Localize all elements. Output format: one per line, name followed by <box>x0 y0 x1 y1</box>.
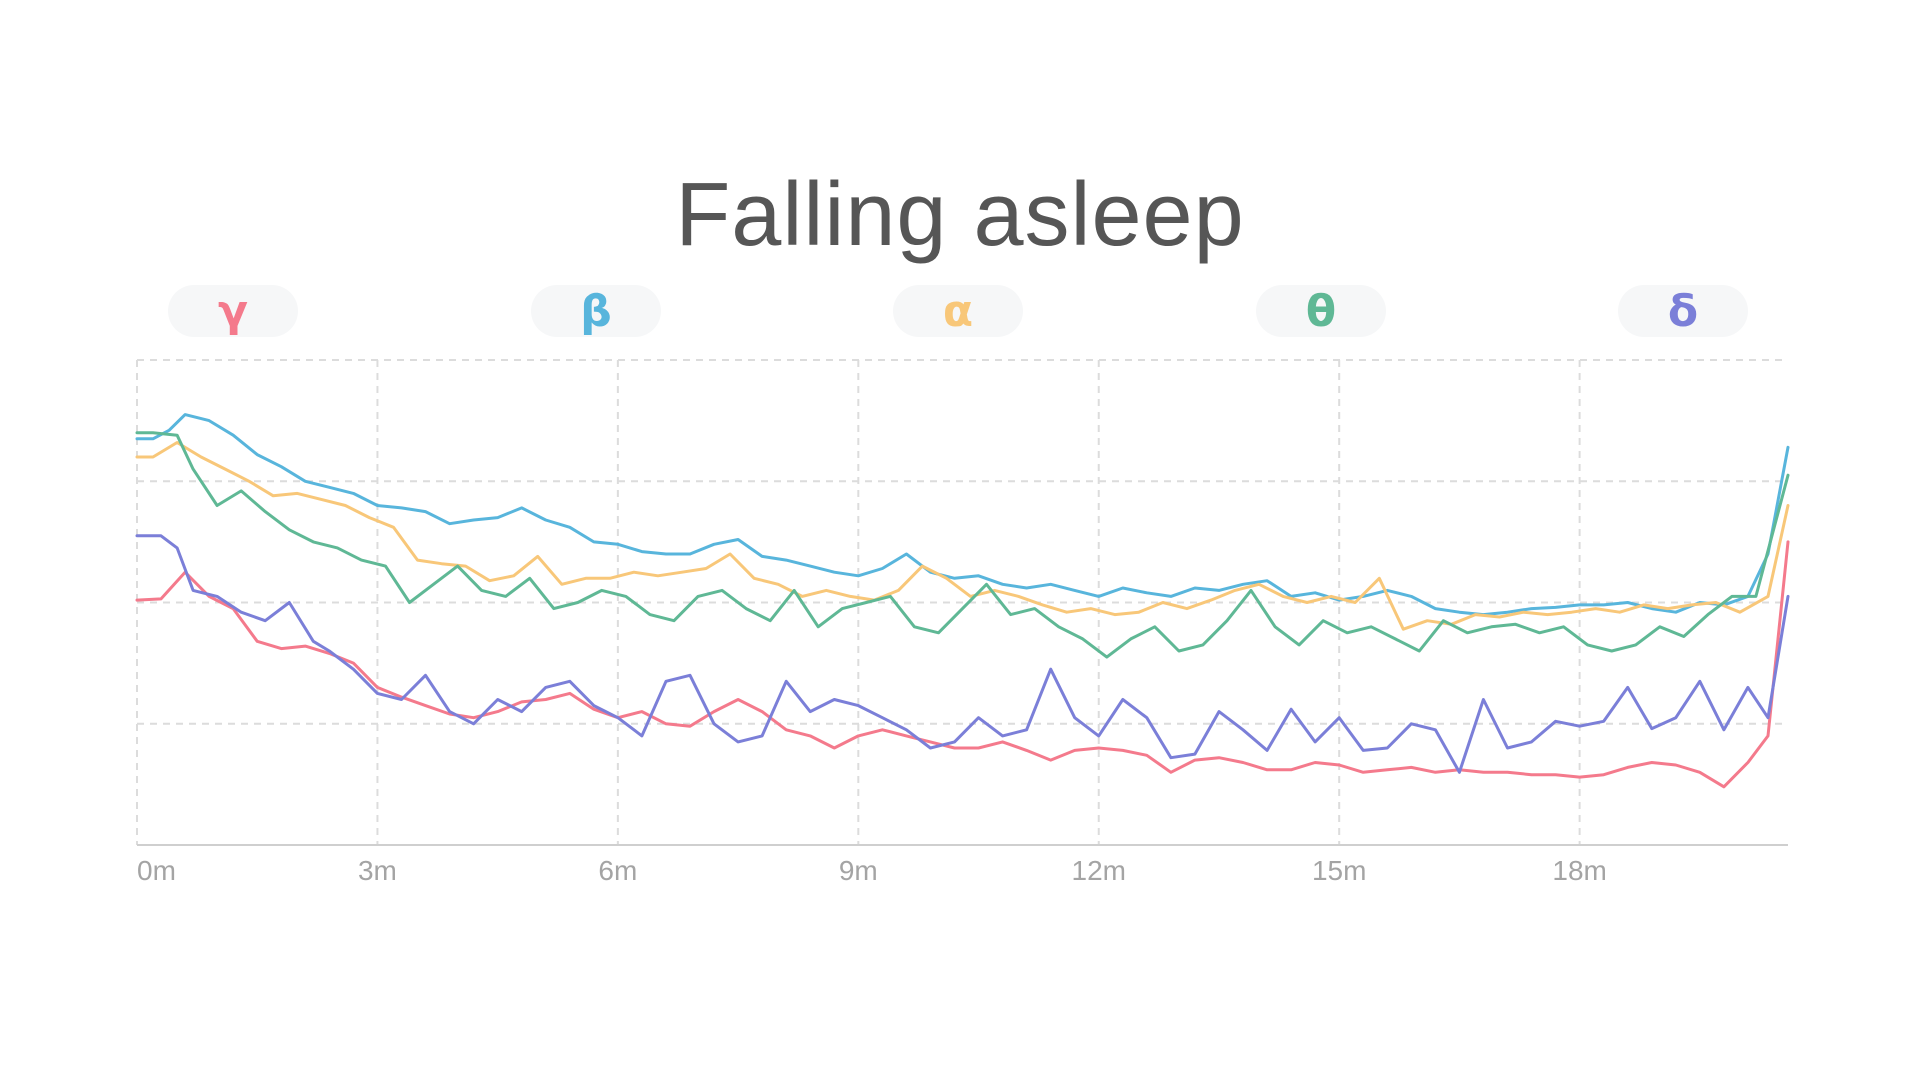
x-tick-label-5: 15m <box>1312 855 1366 886</box>
series-line-2 <box>135 441 1790 631</box>
series-line-3 <box>135 431 1790 659</box>
x-tick-label-0: 0m <box>137 855 176 886</box>
legend-label-beta: β <box>580 285 612 337</box>
legend-item-beta[interactable]: β <box>531 285 661 337</box>
legend-item-alpha[interactable]: α <box>893 285 1023 337</box>
legend-item-delta[interactable]: δ <box>1618 285 1748 337</box>
x-tick-label-2: 6m <box>598 855 637 886</box>
x-tick-label-1: 3m <box>358 855 397 886</box>
legend-item-gamma[interactable]: γ <box>168 285 298 337</box>
legend-label-alpha: α <box>942 285 974 337</box>
x-tick-label-6: 18m <box>1552 855 1606 886</box>
legend-label-delta: δ <box>1667 285 1699 337</box>
legend-label-theta: θ <box>1305 285 1337 337</box>
legend: γ β α θ δ <box>0 285 1920 339</box>
series-line-4 <box>135 534 1790 774</box>
x-tick-label-4: 12m <box>1072 855 1126 886</box>
x-tick-label-3: 9m <box>839 855 878 886</box>
legend-item-theta[interactable]: θ <box>1256 285 1386 337</box>
series-line-0 <box>135 540 1790 789</box>
legend-label-gamma: γ <box>218 285 248 337</box>
series-line-1 <box>135 413 1790 617</box>
chart-title: Falling asleep <box>675 165 1245 265</box>
